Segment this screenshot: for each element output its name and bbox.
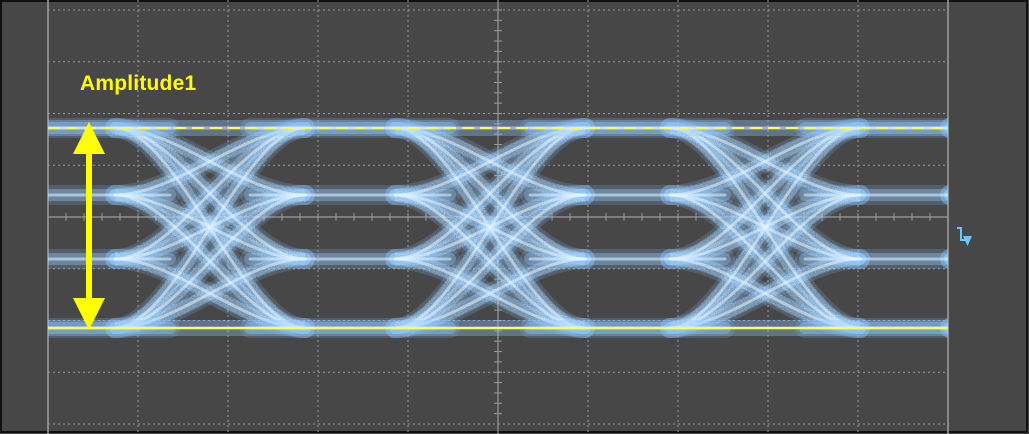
measurement-label: Amplitude1 [80, 72, 197, 95]
trigger-level-arrow-icon[interactable] [953, 224, 973, 250]
eye-diagram-traces [48, 118, 948, 338]
double-headed-vertical-arrow-icon [73, 122, 105, 330]
